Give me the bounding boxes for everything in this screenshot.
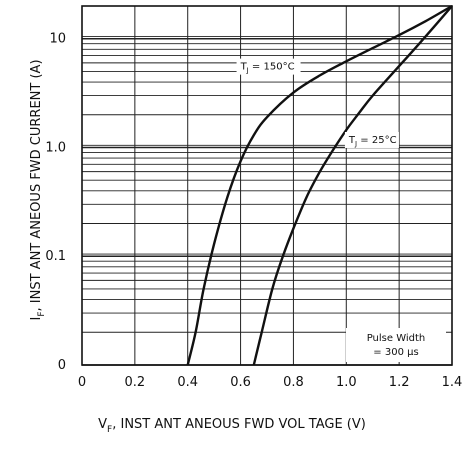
x-axis-label-rest: , INST ANT ANEOUS FWD VOL TAGE (V): [112, 417, 366, 432]
y-tick-label: 0: [58, 358, 66, 373]
y-tick-label: 1.0: [45, 140, 66, 155]
x-tick-label: 1.0: [336, 375, 357, 390]
x-tick-label: 1.4: [442, 375, 463, 390]
x-axis-label: VF, INST ANT ANEOUS FWD VOL TAGE (V): [98, 417, 366, 435]
y-tick-label: 10: [49, 32, 66, 47]
series-label-main: T: [240, 62, 248, 73]
series-label: TJ = 150°C: [240, 62, 295, 75]
x-tick-labels: 0 0.2 0.4 0.6 0.8 1.0 1.2 1.4: [78, 375, 462, 390]
x-tick-label: 0.6: [230, 375, 251, 390]
annotation-line: = 300 μs: [373, 347, 418, 358]
annotation-line: Pulse Width: [367, 333, 426, 344]
x-tick-label: 1.2: [389, 375, 410, 390]
x-tick-label: 0.4: [177, 375, 198, 390]
series-label: TJ = 25°C: [348, 135, 397, 148]
y-axis-label-rest: , INST ANT ANEOUS FWD CURRENT (A): [29, 59, 44, 311]
x-axis-label-sub: F: [107, 425, 112, 435]
y-tick-labels: 0 0.1 1.0 10: [45, 32, 66, 373]
curves: [186, 4, 453, 366]
y-axis-label-main: I: [29, 317, 44, 321]
series-line-tj-25c: [252, 5, 453, 366]
plot-frame: [81, 5, 453, 366]
x-tick-label: 0.2: [125, 375, 146, 390]
annotation-background: [346, 328, 446, 362]
x-tick-label: 0: [78, 375, 86, 390]
series-labels: TJ = 150°CTJ = 25°C: [236, 58, 399, 148]
series-label-background: [344, 131, 399, 148]
series-label-rest: = 25°C: [357, 135, 396, 146]
series-label-background: [236, 58, 301, 75]
x-tick-label: 0.8: [283, 375, 304, 390]
x-axis-label-main: V: [98, 417, 107, 432]
y-axis-label: IF, INST ANT ANEOUS FWD CURRENT (A): [29, 59, 47, 320]
y-axis-label-sub: F: [37, 311, 47, 316]
pulse-width-annotation: Pulse Width = 300 μs: [346, 328, 446, 362]
series-line-tj-150c: [186, 4, 453, 366]
y-tick-label: 0.1: [45, 249, 66, 264]
series-label-sub: J: [246, 67, 249, 75]
series-label-rest: = 150°C: [249, 62, 295, 73]
series-label-main: T: [348, 135, 356, 146]
series-label-sub: J: [354, 140, 357, 148]
